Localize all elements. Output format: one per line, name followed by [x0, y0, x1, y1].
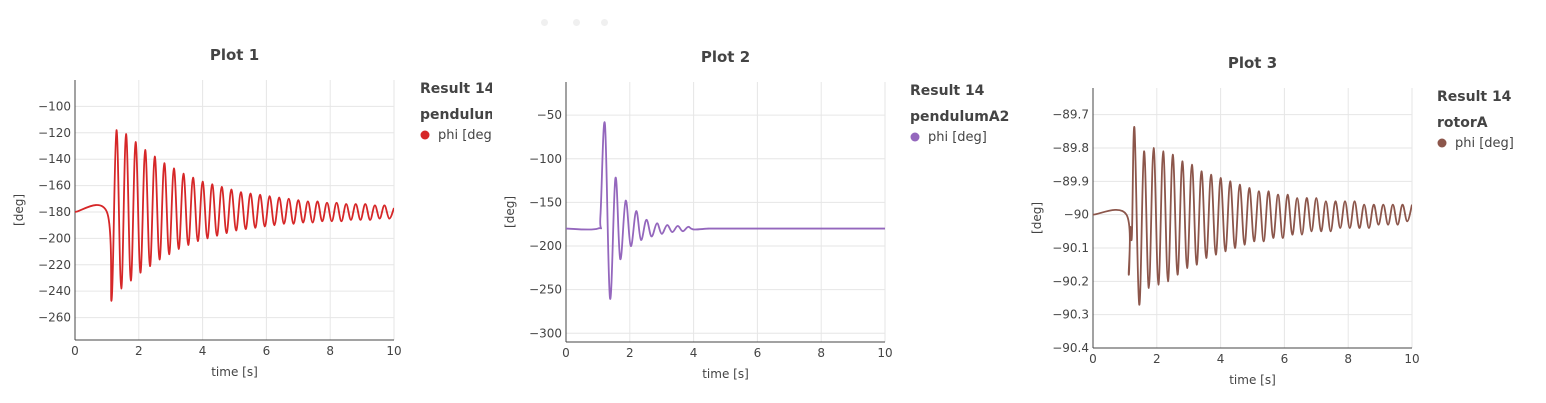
x-tick-label: 6 [754, 346, 762, 360]
y-tick-label: −90 [1064, 208, 1089, 222]
x-tick-label: 8 [1344, 352, 1352, 366]
y-tick-label: −50 [537, 108, 562, 122]
legend: Result 14 pendulumA phi [deg] [420, 81, 510, 143]
legend-marker[interactable] [910, 132, 920, 142]
x-tick-label: 10 [877, 346, 892, 360]
x-tick-label: 6 [1281, 352, 1289, 366]
y-tick-label: −90.2 [1052, 274, 1089, 288]
y-tick-label: −90.3 [1052, 308, 1089, 322]
y-axis-title: [deg] [1030, 202, 1044, 234]
y-tick-label: −250 [529, 283, 562, 297]
chart-1: Plot 1 0 2 4 6 8 10 −260 −240 −220 −200 −180 −160 −14… [12, 46, 510, 379]
x-tick-label: 10 [386, 344, 401, 358]
x-tick-label: 0 [71, 344, 79, 358]
legend-title-line: Result 14 [420, 81, 495, 97]
chart-title: Plot 2 [701, 48, 750, 66]
y-tick-label: −160 [38, 179, 71, 193]
legend-title-line: rotorA [1437, 115, 1488, 131]
x-tick-label: 0 [1089, 352, 1097, 366]
x-tick-label: 0 [562, 346, 570, 360]
y-tick-label: −220 [38, 258, 71, 272]
y-tick-label: −89.9 [1052, 174, 1089, 188]
y-tick-label: −240 [38, 284, 71, 298]
y-tick-label: −90.1 [1052, 241, 1089, 255]
y-axis-title: [deg] [12, 194, 26, 226]
series-line [75, 129, 394, 302]
x-tick-label: 6 [263, 344, 271, 358]
y-tick-label: −100 [529, 152, 562, 166]
y-tick-label: −180 [38, 205, 71, 219]
x-tick-label: 4 [690, 346, 698, 360]
x-tick-label: 2 [135, 344, 143, 358]
y-tick-label: −200 [529, 239, 562, 253]
y-axis-title: [deg] [503, 196, 517, 228]
x-axis-title: time [s] [211, 365, 258, 379]
y-tick-label: −150 [529, 195, 562, 209]
y-tick-label: −90.4 [1052, 341, 1089, 355]
x-axis-title: time [s] [1229, 373, 1276, 387]
y-tick-label: −120 [38, 126, 71, 140]
toolbar-dot [573, 19, 580, 26]
y-tick-label: −140 [38, 152, 71, 166]
legend-item-label: phi [deg] [1455, 136, 1514, 151]
legend-item-label: phi [deg] [438, 128, 497, 143]
x-tick-label: 2 [1153, 352, 1161, 366]
legend-title-line: Result 14 [1437, 89, 1512, 105]
chart-2: Plot 2 0 2 4 6 8 10 −300 −250 −200 −150 −100 −50 time… [503, 48, 1009, 381]
x-tick-label: 4 [199, 344, 207, 358]
x-tick-label: 2 [626, 346, 634, 360]
x-tick-label: 8 [326, 344, 334, 358]
y-tick-label: −89.7 [1052, 108, 1089, 122]
x-tick-label: 10 [1404, 352, 1419, 366]
y-tick-label: −100 [38, 99, 71, 113]
series-line [1093, 126, 1412, 306]
legend: Result 14 pendulumA2 phi [deg] [910, 83, 1009, 145]
series-line [566, 121, 885, 300]
y-tick-label: −260 [38, 311, 71, 325]
legend-marker[interactable] [420, 130, 430, 140]
x-tick-label: 4 [1217, 352, 1225, 366]
legend-title-line: Result 14 [910, 83, 985, 99]
x-axis-title: time [s] [702, 367, 749, 381]
legend: Result 14 rotorA phi [deg] [1437, 89, 1514, 151]
legend-title-line: pendulumA [420, 107, 510, 123]
y-tick-label: −89.8 [1052, 141, 1089, 155]
toolbar-dot [541, 19, 548, 26]
toolbar-dot [601, 19, 608, 26]
chart-title: Plot 3 [1228, 54, 1277, 72]
legend-title-line: pendulumA2 [910, 109, 1009, 125]
x-tick-label: 8 [817, 346, 825, 360]
chart-3: Plot 3 0 2 4 6 8 10 −90.4 −90.3 −90.2 −90.1 −90 −89.… [1030, 54, 1514, 387]
y-tick-label: −200 [38, 231, 71, 245]
legend-item-label: phi [deg] [928, 130, 987, 145]
chart-title: Plot 1 [210, 46, 259, 64]
y-tick-label: −300 [529, 326, 562, 340]
legend-marker[interactable] [1437, 138, 1447, 148]
